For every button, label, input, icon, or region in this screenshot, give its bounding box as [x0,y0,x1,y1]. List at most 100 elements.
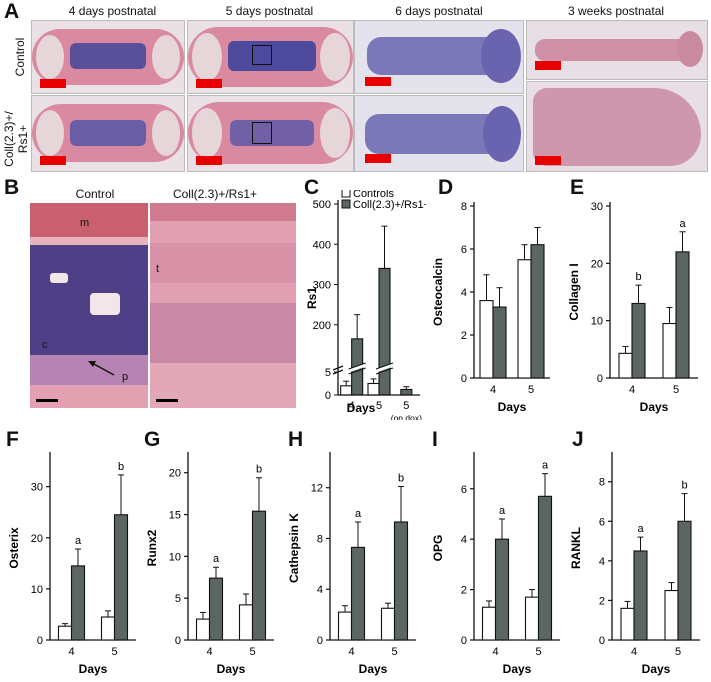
row-label-transgenic-line2: Rs1+ [16,124,30,154]
histology-control: m c p [30,203,148,408]
chart-e-ytick-label: 10 [591,316,603,328]
chart-h-category-label: 4 [348,646,354,658]
chart-e-ytick-label: 30 [591,201,603,213]
chart-g-bar-controls-0 [195,618,211,641]
chart-c-bar-controls-0 [340,385,353,396]
chart-h-bar-controls-0 [337,611,353,641]
chart-j-bar-rs1-0 [633,550,648,641]
chart-c-bar-controls-1 [367,382,380,396]
chart-g-ytick-label: 10 [169,551,181,563]
micrograph-control-6d [354,20,524,94]
chart-c-bar-break [375,363,394,373]
chart-c-bar-break [348,362,366,370]
chart-h-xlabel: Days [359,662,388,676]
panel-letter-g: G [144,428,161,451]
chart-e-ytick-label: 0 [597,373,603,385]
chart-f-annotation: a [75,535,82,547]
chart-d-ytick-label: 4 [461,287,467,299]
chart-d-bar-controls-0 [479,300,494,379]
chart-c-bar-break [348,363,367,373]
chart-f-bar-controls-1 [100,616,116,641]
micrograph-transgenic-3w [526,81,708,172]
chart-c-ytick-label: 5 [325,367,331,379]
chart-j-category-label: 4 [631,646,637,658]
chart-g-xlabel: Days [217,662,246,676]
scale-bar [40,156,66,165]
chart-j-xlabel: Days [642,662,671,676]
chart-g-ytick-label: 20 [169,468,181,480]
micrograph-control-5d [187,20,354,94]
chart-c-bar-break [375,362,394,370]
chart-d-bar-rs1-0 [492,306,507,379]
chart-g-bar-controls-1 [238,604,254,641]
scale-bar-black [36,399,58,402]
chart-e-ylabel: Collagen I [567,263,581,320]
histology-transgenic: t [150,203,296,408]
chart-e-xlabel: Days [640,400,669,414]
chart-e-ytick-label: 20 [591,258,603,270]
chart-f-xlabel: Days [79,662,108,676]
scale-bar-black [156,399,178,402]
chart-d-bar-controls-1 [517,259,532,379]
chart-h-category-label: 5 [391,646,397,658]
scale-bar [40,79,66,88]
row-label-transgenic-line1: Coll(2.3)+/ [2,111,16,167]
chart-i-ylabel: OPG [431,535,445,562]
scale-bar [196,79,222,88]
chart-e-annotation: b [635,271,641,283]
chart-g-ylabel: Runx2 [145,529,159,566]
chart-e-category-label: 5 [673,384,679,396]
histology-title-control: Control [75,187,115,201]
chart-g-bar-rs1-0 [208,577,224,641]
chart-j-annotation: b [681,480,687,492]
chart-c-ytick-label: 300 [313,280,331,292]
chart-g-annotation: a [213,553,220,565]
label-c: c [42,339,48,351]
chart-f-annotation: b [118,461,124,473]
chart-e-bar-controls-0 [618,352,633,379]
chart-c-axis-break [332,365,344,371]
chart-h-ytick-label: 0 [317,635,323,647]
chart-j-bar-controls-1 [664,589,679,641]
scale-bar [196,156,222,165]
panel-letter-j: J [572,428,584,451]
chart-d-ytick-label: 0 [461,373,467,385]
chart-d-category-label: 5 [528,384,534,396]
chart-f-category-label: 5 [111,646,117,658]
chart-h-annotation: a [355,508,362,520]
chart-i-bar-controls-1 [524,596,540,641]
micrograph-control-4d [31,20,185,94]
legend-swatch-rs1 [341,199,351,209]
chart-c-ytick-label: 400 [313,239,331,251]
scale-bar [365,77,391,86]
inset-box [252,45,272,65]
chart-g-ytick-label: 15 [169,510,181,522]
chart-i-ytick-label: 6 [461,484,467,496]
chart-i-ytick-label: 4 [461,534,467,546]
chart-e: Collagen I 0 10 20 30 b 4 a 5 Days [567,201,698,414]
histology-title-transgenic: Coll(2.3)+/Rs1+ [172,187,258,201]
chart-c-category-sublabel: (on dox) [391,413,422,420]
column-header-5-days: 5 days postnatal [225,4,314,18]
chart-c-bar-rs1-1 [378,267,391,396]
chart-d-category-label: 4 [490,384,496,396]
chart-f-bar-rs1-0 [70,565,86,641]
chart-c-bar-break [348,367,366,375]
legend-label-rs1: Coll(2.3)+/Rs1+ [353,199,426,211]
chart-h-ytick-label: 8 [317,533,323,545]
chart-e-annotation: a [679,218,686,230]
legend-swatch-controls [341,190,351,198]
inset-box [252,122,272,144]
chart-f-ytick-label: 30 [31,482,43,494]
chart-d-ylabel: Osteocalcin [431,258,445,326]
panel-letter-i: I [432,428,438,451]
chart-j: RANKL 0 2 4 6 8 a 4 b 5 Days [569,452,700,676]
chart-f-bar-controls-0 [57,625,73,641]
chart-c-ylabel: Rs1 [305,287,319,309]
chart-i-bar-rs1-1 [537,495,553,641]
chart-f-ytick-label: 0 [37,635,43,647]
chart-h-bar-rs1-1 [393,521,409,641]
